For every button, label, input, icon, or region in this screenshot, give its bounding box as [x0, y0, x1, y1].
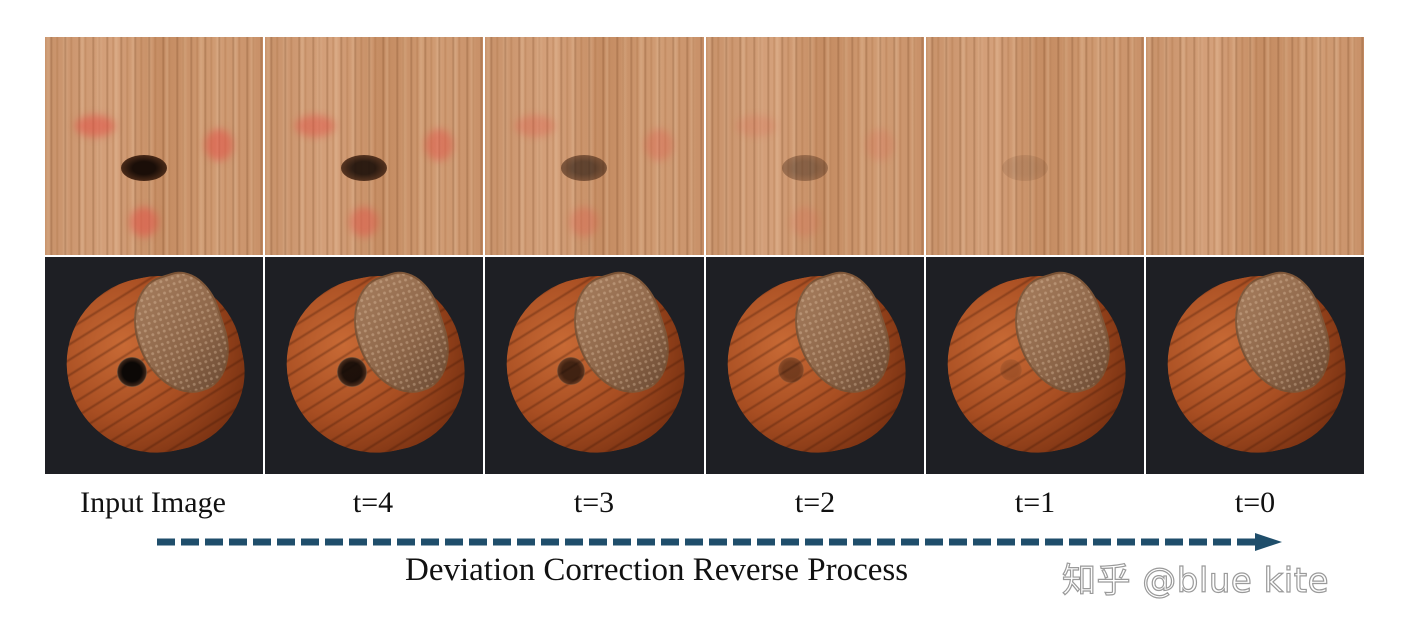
- column-label-t1: t=1: [1014, 486, 1056, 519]
- hazelnut-t4: [265, 256, 484, 474]
- column-label-t0: t=0: [1234, 486, 1276, 519]
- watermark: 知乎 @blue kite: [1061, 560, 1329, 601]
- wood-t4: [265, 37, 484, 255]
- hazelnut-t0: [1145, 256, 1364, 474]
- wood-t1: [925, 37, 1144, 255]
- wood-t0: [1145, 37, 1364, 255]
- hazelnut-t1: [925, 256, 1144, 474]
- hazelnut-t2: [705, 256, 924, 474]
- hazelnut-t3: [485, 256, 704, 474]
- wood-t3: [485, 37, 704, 255]
- column-label-input: Input Image: [80, 486, 226, 519]
- column-label-t2: t=2: [794, 486, 836, 519]
- hazelnut-input-image: [45, 256, 264, 474]
- column-label-t4: t=4: [352, 486, 394, 519]
- wood-input-image: [45, 37, 264, 255]
- dashed-arrow-icon: [157, 533, 1282, 551]
- figure-caption: Deviation Correction Reverse Process: [405, 552, 909, 588]
- column-label-t3: t=3: [573, 486, 615, 519]
- wood-t2: [705, 37, 924, 255]
- image-grid: [45, 37, 1364, 474]
